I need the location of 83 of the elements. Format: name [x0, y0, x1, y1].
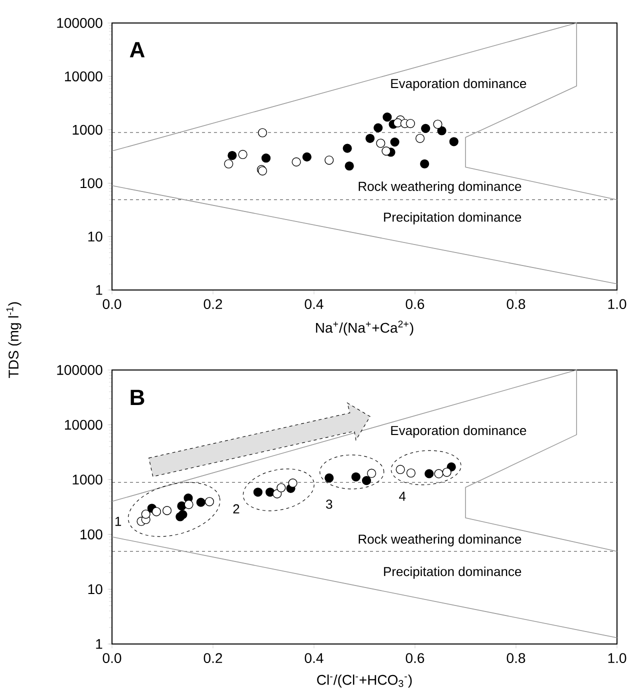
- point: [238, 150, 248, 160]
- x-tick-label: 0.4: [304, 653, 324, 664]
- x-tick-label: 0.6: [406, 653, 424, 664]
- text: A: [130, 42, 145, 58]
- annotation: Evaporation dominance: [391, 78, 526, 91]
- line-series: [112, 370, 618, 552]
- y-tick-label: 1: [96, 285, 102, 295]
- annotation: Rock weathering dominance: [358, 181, 522, 194]
- x-tick-label: 1.0: [608, 299, 626, 310]
- x-tick-label: 0.6: [406, 299, 424, 310]
- point: [396, 464, 405, 474]
- point: [261, 154, 271, 163]
- point: [367, 468, 376, 478]
- annotation: 1: [115, 516, 122, 526]
- x-axis-title: Cl$^{-}$/(Cl$^{-}$+HCO$_{3}$$^{-}$): [317, 674, 412, 688]
- x-tick-label: 1.0: [608, 653, 626, 664]
- point: [442, 468, 452, 477]
- point: [258, 128, 268, 138]
- point: [324, 156, 334, 165]
- annotation: Rock weathering dominance: [358, 534, 522, 546]
- annotation: 3: [326, 500, 332, 509]
- annotation: Evaporation dominance: [391, 426, 526, 438]
- annotation: 2: [233, 504, 240, 514]
- y-tick-label: 10: [88, 232, 102, 242]
- point: [342, 144, 352, 153]
- y-tick-label: 100000: [57, 365, 102, 375]
- annotation: 4: [399, 492, 406, 501]
- point: [449, 137, 458, 146]
- point: [324, 473, 334, 483]
- point: [288, 478, 298, 488]
- text: B: [130, 390, 144, 405]
- point: [437, 126, 446, 136]
- point: [141, 510, 150, 519]
- point: [184, 500, 194, 510]
- point: [424, 469, 434, 478]
- point: [292, 157, 301, 166]
- point: [366, 134, 375, 143]
- point: [152, 507, 161, 516]
- x-tick-label: 0.8: [506, 653, 526, 664]
- annotation: Precipitation dominance: [384, 566, 522, 579]
- x-tick-label: 0.2: [204, 299, 222, 310]
- point: [276, 483, 286, 492]
- annotation: Precipitation dominance: [384, 212, 522, 224]
- point: [196, 498, 206, 507]
- y-tick-label: 10: [88, 584, 102, 594]
- point: [228, 150, 237, 160]
- point: [374, 123, 383, 132]
- point: [434, 469, 444, 478]
- x-tick-label: 0.8: [506, 299, 526, 310]
- line-series: [112, 22, 618, 200]
- point: [416, 134, 425, 143]
- point: [406, 468, 416, 478]
- point: [420, 159, 430, 168]
- point: [376, 138, 386, 148]
- point: [351, 472, 360, 482]
- point: [362, 476, 372, 486]
- point: [204, 497, 214, 506]
- y-tick-label: 1000: [72, 474, 102, 485]
- y-tick-label: 10000: [65, 71, 102, 82]
- x-tick-label: 0.4: [304, 299, 324, 310]
- y-tick-label: 100000: [57, 18, 102, 28]
- point: [344, 161, 354, 171]
- y-tick-label: 100: [80, 178, 102, 188]
- point: [253, 488, 262, 497]
- point: [382, 146, 391, 156]
- y-tick-label: 1000: [72, 124, 102, 135]
- point: [302, 152, 312, 162]
- point: [406, 118, 416, 128]
- point: [178, 510, 188, 520]
- x-axis-title: Na$^{+}$/(Na$^{+}$+Ca$^{2+}$): [316, 320, 414, 336]
- x-tick-label: 0.0: [102, 299, 122, 310]
- point: [224, 159, 234, 168]
- y-tick-label: 1: [96, 639, 102, 649]
- y-tick-label: 10000: [65, 420, 102, 430]
- point: [162, 506, 172, 516]
- point: [390, 137, 400, 147]
- y-tick-label: 100: [80, 529, 102, 540]
- point: [433, 120, 442, 129]
- x-tick-label: 0.0: [102, 653, 122, 664]
- point: [382, 112, 392, 122]
- y-axis-title: TDS (mg l$^{-1}$): [6, 302, 22, 378]
- x-tick-label: 0.2: [204, 653, 222, 664]
- point: [421, 124, 430, 133]
